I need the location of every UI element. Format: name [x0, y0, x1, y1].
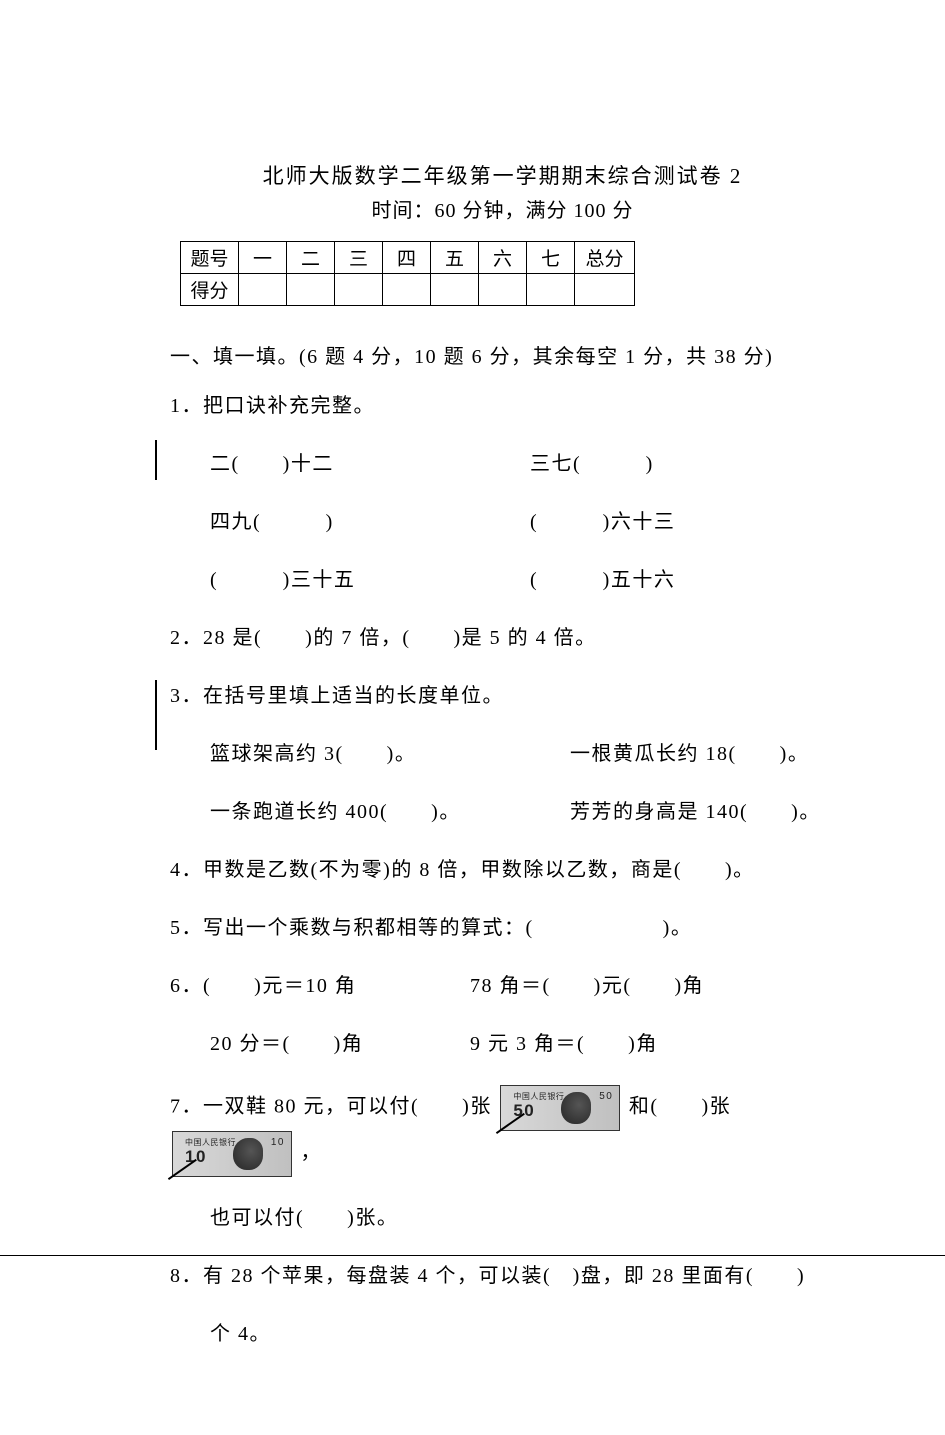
- q6-r2a: 20 分＝( )角: [210, 1027, 470, 1061]
- cell: 二: [287, 242, 335, 274]
- q4: 4．甲数是乙数(不为零)的 8 倍，甲数除以乙数，商是( )。: [170, 853, 835, 887]
- q8-line2: 个 4。: [170, 1317, 835, 1351]
- exam-subtitle: 时间：60 分钟，满分 100 分: [170, 194, 835, 223]
- q6-r1a: 6．( )元＝10 角: [170, 969, 470, 1003]
- exam-title: 北师大版数学二年级第一学期期末综合测试卷 2: [170, 160, 835, 190]
- q6-row2: 20 分＝( )角 9 元 3 角＝( )角: [170, 1027, 835, 1061]
- q1-stem: 1．把口诀补充完整。: [170, 389, 835, 423]
- q1-row3: ( )三十五 ( )五十六: [170, 563, 835, 597]
- cell: 一: [239, 242, 287, 274]
- banknote-50-denom: 50: [513, 1097, 535, 1126]
- score-table: 题号 一 二 三 四 五 六 七 总分 得分: [180, 241, 635, 306]
- table-row: 题号 一 二 三 四 五 六 七 总分: [181, 242, 635, 274]
- cell: 七: [527, 242, 575, 274]
- q1-r1b: 三七( ): [530, 447, 835, 481]
- q1-r1a: 二( )十二: [210, 447, 530, 481]
- banknote-50-icon: 中国人民银行 50 50: [500, 1085, 620, 1131]
- margin-mark: [155, 680, 157, 750]
- q6-r2b: 9 元 3 角＝( )角: [470, 1027, 835, 1061]
- page-content: 北师大版数学二年级第一学期期末综合测试卷 2 时间：60 分钟，满分 100 分…: [0, 0, 945, 1435]
- q2: 2．28 是( )的 7 倍，( )是 5 的 4 倍。: [170, 621, 835, 655]
- q7-line1: 7．一双鞋 80 元，可以付( )张 中国人民银行 50 50 和( )张 中国…: [170, 1085, 835, 1177]
- cell: [239, 274, 287, 306]
- q3-r2a: 一条跑道长约 400( )。: [210, 795, 570, 829]
- cell: [431, 274, 479, 306]
- cell: [479, 274, 527, 306]
- banknote-10-denom: 10: [185, 1143, 207, 1172]
- q1-r3a: ( )三十五: [210, 563, 530, 597]
- cell: 题号: [181, 242, 239, 274]
- q1-row2: 四九( ) ( )六十三: [170, 505, 835, 539]
- cell: [383, 274, 431, 306]
- q5: 5．写出一个乘数与积都相等的算式：( )。: [170, 911, 835, 945]
- cell: 五: [431, 242, 479, 274]
- page-bottom-rule: [0, 1255, 945, 1257]
- q1-r2b: ( )六十三: [530, 505, 835, 539]
- cell: [287, 274, 335, 306]
- margin-mark: [155, 440, 157, 480]
- cell: 总分: [575, 242, 635, 274]
- section-1-header: 一、填一填。(6 题 4 分，10 题 6 分，其余每空 1 分，共 38 分): [170, 340, 835, 369]
- cell: 得分: [181, 274, 239, 306]
- cell: 三: [335, 242, 383, 274]
- q3-row1: 篮球架高约 3( )。 一根黄瓜长约 18( )。: [170, 737, 835, 771]
- q3-stem: 3．在括号里填上适当的长度单位。: [170, 679, 835, 713]
- title-block: 北师大版数学二年级第一学期期末综合测试卷 2 时间：60 分钟，满分 100 分: [170, 160, 835, 223]
- q7-line2: 也可以付( )张。: [170, 1201, 835, 1235]
- q7-part2: 和( )张: [629, 1096, 731, 1118]
- table-row: 得分: [181, 274, 635, 306]
- q1-r3b: ( )五十六: [530, 563, 835, 597]
- q7-part3: ，: [301, 1142, 323, 1164]
- q3-row2: 一条跑道长约 400( )。 芳芳的身高是 140( )。: [170, 795, 835, 829]
- cell: 六: [479, 242, 527, 274]
- q3-r2b: 芳芳的身高是 140( )。: [570, 795, 835, 829]
- cell: [527, 274, 575, 306]
- q6-row1: 6．( )元＝10 角 78 角＝( )元( )角: [170, 969, 835, 1003]
- banknote-10-icon: 中国人民银行 10 10: [172, 1131, 292, 1177]
- q6-r1b: 78 角＝( )元( )角: [470, 969, 835, 1003]
- q7-part1: 7．一双鞋 80 元，可以付( )张: [170, 1096, 492, 1118]
- cell: 四: [383, 242, 431, 274]
- banknote-50-corner: 50: [599, 1088, 613, 1105]
- q1-row1: 二( )十二 三七( ): [170, 447, 835, 481]
- q3-r1a: 篮球架高约 3( )。: [210, 737, 570, 771]
- q8-line1: 8．有 28 个苹果，每盘装 4 个，可以装( )盘，即 28 里面有( ): [170, 1259, 835, 1293]
- q3-r1b: 一根黄瓜长约 18( )。: [570, 737, 835, 771]
- cell: [575, 274, 635, 306]
- cell: [335, 274, 383, 306]
- q1-r2a: 四九( ): [210, 505, 530, 539]
- banknote-10-corner: 10: [271, 1134, 285, 1151]
